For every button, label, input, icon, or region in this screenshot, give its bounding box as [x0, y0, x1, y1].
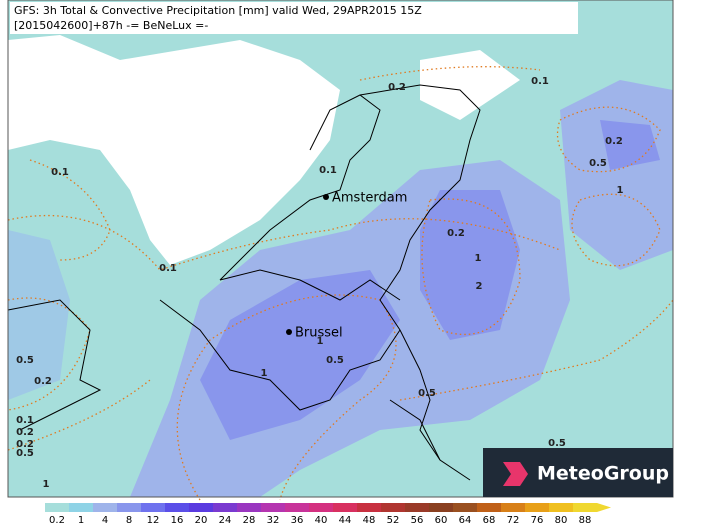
header-box: [10, 2, 578, 34]
colorbar-swatch: [165, 503, 189, 512]
colorbar-label: 0.2: [49, 515, 65, 526]
logo-icon: [503, 462, 528, 486]
colorbar-label: 36: [291, 515, 304, 526]
colorbar-swatch: [285, 503, 309, 512]
contour-label: 0.5: [589, 158, 607, 169]
colorbar-swatch: [261, 503, 285, 512]
contour-label: 0.1: [159, 263, 177, 274]
colorbar-swatch: [501, 503, 525, 512]
colorbar-label: 60: [435, 515, 448, 526]
contour-label: 0.2: [34, 376, 52, 387]
city-dot: [323, 194, 329, 200]
colorbar-swatch: [381, 503, 405, 512]
colorbar-label: 64: [459, 515, 472, 526]
colorbar-swatch: [309, 503, 333, 512]
logo-text: MeteoGroup: [537, 463, 669, 485]
colorbar-swatch: [45, 503, 69, 512]
colorbar-swatch: [429, 503, 453, 512]
contour-label: 0.2: [388, 82, 406, 93]
colorbar-swatch: [453, 503, 477, 512]
contour-label: 0.5: [16, 355, 34, 366]
colorbar-label: 32: [267, 515, 280, 526]
contour-label: 0.1: [319, 165, 337, 176]
contours: [7, 66, 674, 501]
contour-label: 1: [261, 368, 268, 379]
header-subtitle: [2015042600]+87h -= BeNeLux =-: [14, 19, 208, 32]
header-title: GFS: 3h Total & Convective Precipitation…: [14, 4, 422, 17]
contour-label: 0.5: [548, 438, 566, 449]
colorbar-label: 52: [387, 515, 400, 526]
city-label: Brussel: [295, 326, 343, 341]
colorbar-label: 68: [483, 515, 496, 526]
colorbar-label: 80: [555, 515, 568, 526]
city-label: Amsterdam: [332, 191, 407, 206]
colorbar-swatch: [93, 503, 117, 512]
colorbar-swatch: [477, 503, 501, 512]
contour-label: 0.1: [531, 76, 549, 87]
colorbar-label: 44: [339, 515, 352, 526]
colorbar-label: 20: [195, 515, 208, 526]
contour-label: 1: [43, 479, 50, 490]
precip-area: [8, 230, 70, 400]
colorbar-swatch: [189, 503, 213, 512]
colorbar-label: 12: [147, 515, 160, 526]
map-frame: [7, 0, 674, 498]
contour-label: 2: [476, 281, 483, 292]
colorbar-label: 8: [126, 515, 132, 526]
contour-label: 1: [617, 185, 624, 196]
contour-label: 0.5: [16, 448, 34, 459]
colorbar-label: 24: [219, 515, 232, 526]
colorbar-label: 76: [531, 515, 544, 526]
contour-label: 0.5: [418, 388, 436, 399]
colorbar-swatch: [405, 503, 429, 512]
colorbar-label: 16: [171, 515, 184, 526]
city-dot: [286, 329, 292, 335]
dry-area: [8, 35, 340, 265]
contour-label: 0.5: [326, 355, 344, 366]
colorbar-label: 1: [78, 515, 84, 526]
colorbar-label: 88: [579, 515, 592, 526]
colorbar-swatch: [213, 503, 237, 512]
contour-label: 0.1: [16, 415, 34, 426]
colorbar-label: 72: [507, 515, 520, 526]
contour-label: 0.1: [51, 167, 69, 178]
colorbar-label: 28: [243, 515, 256, 526]
contour-label: 0.2: [16, 439, 34, 450]
colorbar-swatch: [357, 503, 381, 512]
colorbar-swatch: [141, 503, 165, 512]
colorbar-swatch: [333, 503, 357, 512]
colorbar-swatch: [237, 503, 261, 512]
colorbar-swatch: [549, 503, 573, 512]
precip-core: [200, 270, 400, 440]
colorbar-label: 40: [315, 515, 328, 526]
colorbar-swatch: [69, 503, 93, 512]
contour-label: 0.2: [605, 136, 623, 147]
colorbar-swatch: [117, 503, 141, 512]
borders: [7, 84, 481, 481]
contour-label: 1: [475, 253, 482, 264]
colorbar-label: 48: [363, 515, 376, 526]
contour-label: 0.2: [16, 427, 34, 438]
colorbar-tip: [597, 503, 611, 512]
precip-core: [600, 120, 660, 170]
precip-core: [420, 190, 520, 340]
contour-label: 1: [317, 336, 324, 347]
colorbar-label: 4: [102, 515, 108, 526]
colorbar-swatch: [573, 503, 597, 512]
colorbar-label: 56: [411, 515, 424, 526]
contour-label: 0.2: [447, 228, 465, 239]
colorbar-swatch: [525, 503, 549, 512]
